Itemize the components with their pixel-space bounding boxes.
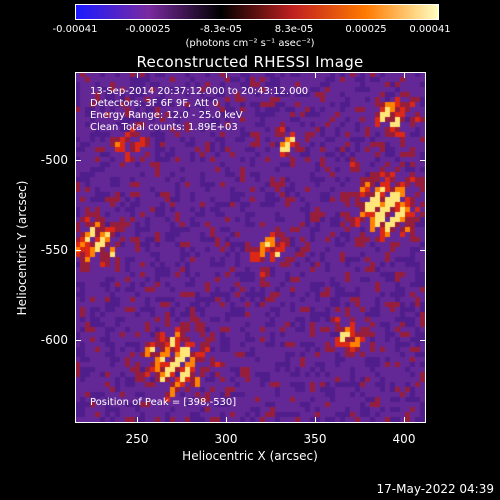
axis-tick-mark bbox=[226, 72, 227, 78]
axis-tick-mark bbox=[137, 72, 138, 78]
colorbar-tick: 8.3e-05 bbox=[274, 24, 314, 35]
axis-tick-mark bbox=[420, 250, 426, 251]
render-timestamp: 17-May-2022 04:39 bbox=[376, 482, 494, 496]
axis-tick-mark bbox=[420, 340, 426, 341]
colorbar-tick: -0.00041 bbox=[52, 24, 98, 35]
y-axis-label: Heliocentric Y (arcsec) bbox=[15, 180, 29, 316]
colorbar bbox=[75, 4, 439, 20]
axis-tick-mark bbox=[226, 417, 227, 423]
axis-tick-mark bbox=[75, 250, 81, 251]
colorbar-tick: 0.00041 bbox=[409, 24, 451, 35]
axis-tick-mark bbox=[315, 417, 316, 423]
overlay-clean-counts: Clean Total counts: 1.89E+03 bbox=[90, 122, 238, 133]
axis-tick-mark bbox=[420, 160, 426, 161]
axis-tick-mark bbox=[75, 340, 81, 341]
axis-tick-mark bbox=[75, 160, 81, 161]
x-tick-label: 350 bbox=[303, 432, 327, 446]
x-axis-label: Heliocentric X (arcsec) bbox=[182, 449, 318, 463]
rhessi-heatmap bbox=[76, 73, 425, 422]
x-tick-label: 250 bbox=[125, 432, 149, 446]
overlay-detectors: Detectors: 3F 6F 9F, Att 0 bbox=[90, 98, 219, 109]
x-tick-label: 300 bbox=[214, 432, 238, 446]
axis-tick-mark bbox=[404, 72, 405, 78]
colorbar-tick: -8.3e-05 bbox=[200, 24, 242, 35]
image-plot-area bbox=[75, 72, 426, 423]
overlay-time-range: 13-Sep-2014 20:37:12.000 to 20:43:12.000 bbox=[90, 86, 309, 97]
x-tick-label: 400 bbox=[392, 432, 416, 446]
axis-tick-mark bbox=[404, 417, 405, 423]
y-tick-label: -550 bbox=[40, 243, 68, 257]
colorbar-tick: -0.00025 bbox=[125, 24, 171, 35]
axis-tick-mark bbox=[137, 417, 138, 423]
y-tick-label: -600 bbox=[40, 333, 68, 347]
image-title: Reconstructed RHESSI Image bbox=[136, 53, 364, 71]
colorbar-units: (photons cm⁻² s⁻¹ asec⁻²) bbox=[185, 38, 315, 49]
overlay-peak-position: Position of Peak = [398,-530] bbox=[90, 397, 237, 408]
y-tick-label: -500 bbox=[40, 153, 68, 167]
overlay-energy-range: Energy Range: 12.0 - 25.0 keV bbox=[90, 110, 243, 121]
axis-tick-mark bbox=[315, 72, 316, 78]
colorbar-tick: 0.00025 bbox=[345, 24, 387, 35]
